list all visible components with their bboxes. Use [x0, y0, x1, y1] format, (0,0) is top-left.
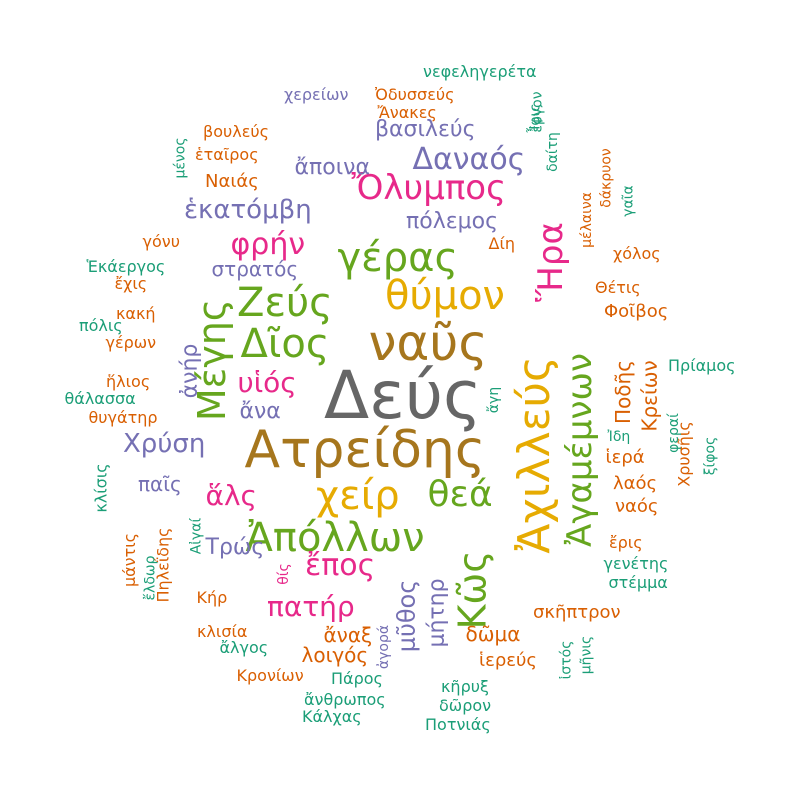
word-75: Αἰγαί — [187, 517, 204, 555]
word-89: ξίφος — [701, 436, 718, 476]
word-59: γόνυ — [142, 232, 180, 251]
word-24: μήτηρ — [424, 578, 450, 648]
word-30: ἄνα — [239, 399, 281, 424]
word-79: κῆρυξ — [441, 677, 489, 696]
word-87: στέμμα — [608, 573, 668, 592]
word-63: κλισία — [197, 622, 248, 641]
word-98: Ἶφις — [527, 103, 544, 133]
word-81: ἄνθρωπος — [304, 690, 386, 709]
word-57: ἥλιος — [106, 372, 151, 391]
word-93: γαῖα — [620, 185, 637, 217]
word-21: υἱός — [237, 366, 297, 399]
word-71: πόλις — [79, 316, 123, 335]
word-65: ἔρις — [609, 533, 643, 552]
word-16: φρήν — [230, 227, 306, 262]
word-36: δῶμα — [465, 622, 521, 646]
word-99: μένος — [172, 137, 189, 179]
word-14: Ἥρα — [530, 222, 571, 302]
word-78: ἄγη — [486, 386, 503, 414]
word-94: δάκρυον — [598, 148, 615, 208]
word-9: χείρ — [316, 473, 400, 519]
word-6: θύμον — [385, 273, 505, 319]
word-20: πατήρ — [267, 590, 355, 623]
word-82: δῶρον — [439, 696, 492, 715]
word-3: Ἀγαμέμνων — [559, 353, 600, 547]
word-26: βασιλεύς — [375, 117, 476, 142]
word-48: Ναιάς — [205, 171, 259, 192]
word-77: ἀγορά — [376, 624, 393, 670]
word-50: βουλεύς — [203, 122, 270, 141]
word-2: Ἀχιλλεύς — [508, 356, 560, 554]
word-56: γέρων — [105, 333, 157, 352]
word-69: νεφεληγερέτα — [423, 62, 537, 81]
word-23: μῦθος — [391, 579, 420, 653]
word-29: ἄποινα — [294, 155, 370, 180]
word-38: ἱερεύς — [479, 650, 537, 671]
word-42: λαός — [613, 473, 658, 494]
word-8: Ἀπόλλων — [245, 515, 425, 561]
word-70: Ἑκάεργος — [86, 257, 166, 276]
word-85: ἱστός — [557, 640, 574, 680]
word-22: ἅλς — [205, 479, 257, 512]
word-49: ἑταῖρος — [195, 145, 259, 164]
word-88: γενέτης — [603, 554, 669, 573]
word-76: θίς — [275, 563, 292, 585]
word-64: Κρονίων — [236, 666, 304, 685]
word-15: θεά — [427, 474, 493, 515]
word-51: Ὀδυσσεύς — [375, 85, 455, 104]
word-68: χερείων — [284, 85, 349, 104]
word-41: ἱερά — [605, 447, 645, 468]
word-34: ἄναξ — [323, 623, 373, 647]
word-53: Δίη — [488, 234, 516, 253]
word-73: κλίσις — [91, 463, 111, 513]
word-19: ἑκατόμβη — [184, 195, 312, 225]
word-18: Δαναός — [412, 142, 526, 177]
word-54: κακή — [116, 304, 156, 323]
word-33: παῖς — [138, 472, 182, 496]
word-39: Ποδῆς — [610, 360, 635, 424]
word-86: μῆνις — [577, 635, 594, 675]
word-27: ἀνήρ — [176, 343, 202, 399]
word-28: Τρώς — [205, 535, 265, 560]
word-92: Πρίαμος — [668, 356, 736, 375]
word-37: σκῆπτρον — [533, 602, 621, 623]
word-5: Ζεύς — [237, 280, 333, 326]
word-4: ναῦς — [368, 314, 488, 372]
word-25: Χρύση — [123, 429, 206, 459]
word-95: μέλαινα — [578, 192, 595, 248]
word-35: λοιγός — [301, 643, 369, 667]
word-40: Κρείων — [637, 360, 662, 432]
word-13: Κῶς — [450, 550, 495, 630]
word-60: μάντις — [120, 532, 140, 588]
word-58: θυγάτηρ — [88, 408, 158, 427]
word-90: φεραί — [665, 413, 682, 453]
word-80: Πάρος — [331, 669, 383, 688]
word-44: Φοῖβος — [604, 301, 669, 322]
word-1: Ατρείδης — [244, 420, 486, 480]
word-31: πόλεμος — [406, 209, 498, 234]
word-0: Δεύς — [324, 357, 482, 434]
word-91: Ἰδη — [607, 429, 631, 445]
word-32: στρατός — [211, 257, 299, 281]
word-12: Ὄλυμπος — [351, 168, 507, 208]
word-52: Ἄνακες — [377, 103, 437, 122]
word-83: Κάλχας — [302, 707, 362, 726]
word-46: χόλος — [613, 244, 661, 263]
word-17: ἔπος — [305, 548, 376, 583]
word-72: θάλασσα — [64, 389, 136, 408]
word-96: δαίτη — [544, 132, 561, 172]
word-7: Δῖος — [240, 321, 330, 367]
word-43: ναός — [615, 496, 659, 517]
word-45: Θέτις — [595, 278, 641, 297]
word-74: ἔλδωρ — [142, 555, 159, 601]
word-66: ἄλγος — [219, 638, 269, 657]
word-84: Ποτνιάς — [425, 715, 491, 734]
word-62: Κήρ — [196, 588, 228, 607]
word-11: γέρας — [337, 235, 459, 281]
word-55: ἔχις — [114, 274, 148, 293]
